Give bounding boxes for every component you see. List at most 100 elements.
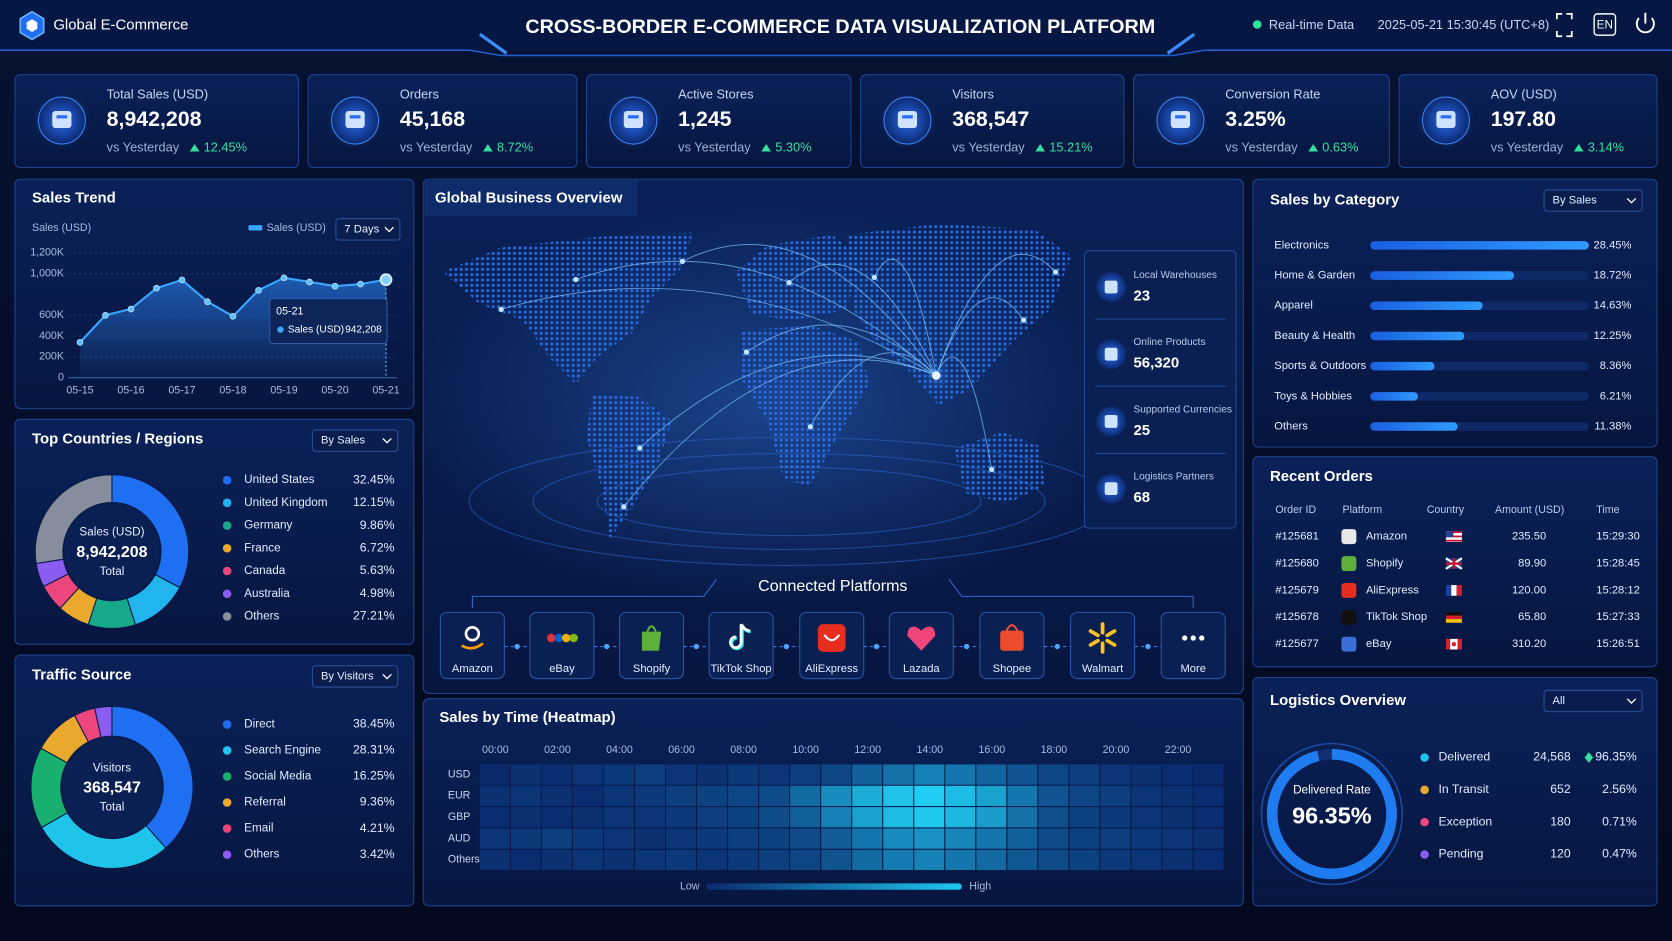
header-accent [478, 32, 1196, 55]
language-label[interactable]: EN [1597, 19, 1613, 32]
heat-cell [1162, 849, 1193, 871]
flag [1445, 615, 1462, 620]
city-dot [1052, 269, 1059, 275]
heat-cell [697, 785, 728, 807]
dropdown[interactable] [1543, 689, 1643, 713]
category-label: Sports & Outdoors [1274, 360, 1366, 372]
heat-cell [1131, 828, 1162, 849]
donut-segment [34, 474, 113, 565]
status-share: 0.71% [1602, 814, 1637, 828]
legend-label: United States [244, 473, 314, 486]
legend-label: Germany [244, 519, 292, 532]
legend-label: Others [244, 848, 279, 861]
dropdown[interactable] [335, 218, 401, 241]
heat-cell [666, 785, 696, 807]
bar-value-label: 18.72% [1594, 270, 1632, 282]
kpi-up-arrow [1035, 144, 1045, 152]
dropdown-chevron[interactable] [382, 673, 392, 680]
logo [817, 624, 846, 652]
category-label: Others [1274, 420, 1308, 432]
legend-label: Canada [244, 564, 286, 577]
city-dot [1021, 317, 1027, 323]
header-line [0, 49, 1672, 57]
language-button[interactable] [1593, 13, 1617, 36]
kpi-icon-glyph [345, 110, 365, 129]
row-label: Others [448, 854, 480, 866]
heat-cell [603, 785, 634, 807]
dropdown-chevron[interactable] [1626, 197, 1637, 204]
dropdown-chevron[interactable] [382, 438, 392, 444]
heat-cell [1131, 807, 1162, 828]
flag [1445, 539, 1462, 542]
route-arc [788, 263, 937, 376]
status-text: Real-time Data [1269, 17, 1355, 32]
platform-tile[interactable] [439, 611, 505, 680]
platform-tile[interactable] [529, 611, 595, 680]
connector-dot [1054, 643, 1060, 650]
bar-value-label: 6.21% [1600, 390, 1632, 402]
heat-cell [479, 849, 510, 871]
heat-cell [697, 849, 728, 871]
legend-value: 28.31% [353, 743, 395, 757]
dropdown-label: By Visitors [321, 670, 374, 682]
heat-cell [510, 828, 541, 849]
panel [1252, 676, 1658, 907]
panel [307, 74, 578, 169]
heat-cell [883, 849, 914, 871]
bar-value-label: 14.63% [1594, 300, 1632, 312]
order-id: #125677 [1275, 638, 1319, 650]
kpi-icon-glyph-detail [1175, 115, 1186, 119]
continent [586, 394, 672, 539]
heat-cell [976, 785, 1007, 807]
logo [1105, 638, 1117, 647]
heat-cell [728, 807, 759, 828]
legend-dot [222, 720, 232, 729]
point [280, 274, 288, 282]
fullscreen-button[interactable] [1555, 13, 1573, 38]
legend-dot [1420, 850, 1429, 859]
category-label: Home & Garden [1274, 270, 1355, 282]
stat-value: 23 [1134, 288, 1151, 305]
category-label: Beauty & Health [1274, 330, 1355, 342]
brand-logo-inner [26, 19, 38, 33]
legend-dot [222, 798, 232, 807]
platform-tile[interactable] [1160, 611, 1226, 680]
y-tick-label: 400K [39, 330, 64, 342]
logo [561, 633, 571, 643]
tooltip-name: Sales (USD) [288, 324, 344, 335]
platform-icon [1341, 556, 1357, 572]
heat-cell [821, 764, 852, 785]
heat-cell [1100, 807, 1131, 828]
kpi-change: 3.14% [1588, 140, 1624, 155]
heat-cell [790, 764, 821, 785]
heat-cell [541, 828, 572, 849]
status-dot [1252, 20, 1262, 29]
heat-cell [1069, 785, 1100, 807]
legend-value: 5.63% [360, 563, 395, 577]
heat-cell [728, 828, 759, 849]
kpi-icon-glyph [897, 110, 918, 129]
legend-dot [1420, 753, 1429, 762]
row-label: GBP [448, 811, 471, 823]
heat-cell [1069, 849, 1100, 871]
legend-dot [222, 521, 232, 530]
heat-cell [479, 828, 510, 849]
platform-name: Lazada [903, 663, 940, 675]
dropdown-chevron[interactable] [384, 226, 394, 233]
dropdown-chevron[interactable] [1626, 698, 1637, 704]
point [229, 312, 237, 320]
dropdown[interactable] [311, 665, 399, 688]
point [204, 298, 211, 306]
panel-title: Sales by Time (Heatmap) [439, 709, 615, 726]
panel-title: Logistics Overview [1270, 692, 1406, 709]
kpi-icon-glyph-detail [56, 115, 68, 119]
dropdown[interactable] [311, 429, 399, 452]
heat-cell [1069, 764, 1100, 785]
platform-icon [1341, 582, 1357, 598]
heat-cell [883, 764, 914, 785]
dropdown[interactable] [1543, 189, 1643, 212]
power-button[interactable] [1635, 12, 1655, 34]
point [255, 286, 262, 294]
logo [1000, 630, 1024, 651]
logo [1182, 635, 1188, 641]
